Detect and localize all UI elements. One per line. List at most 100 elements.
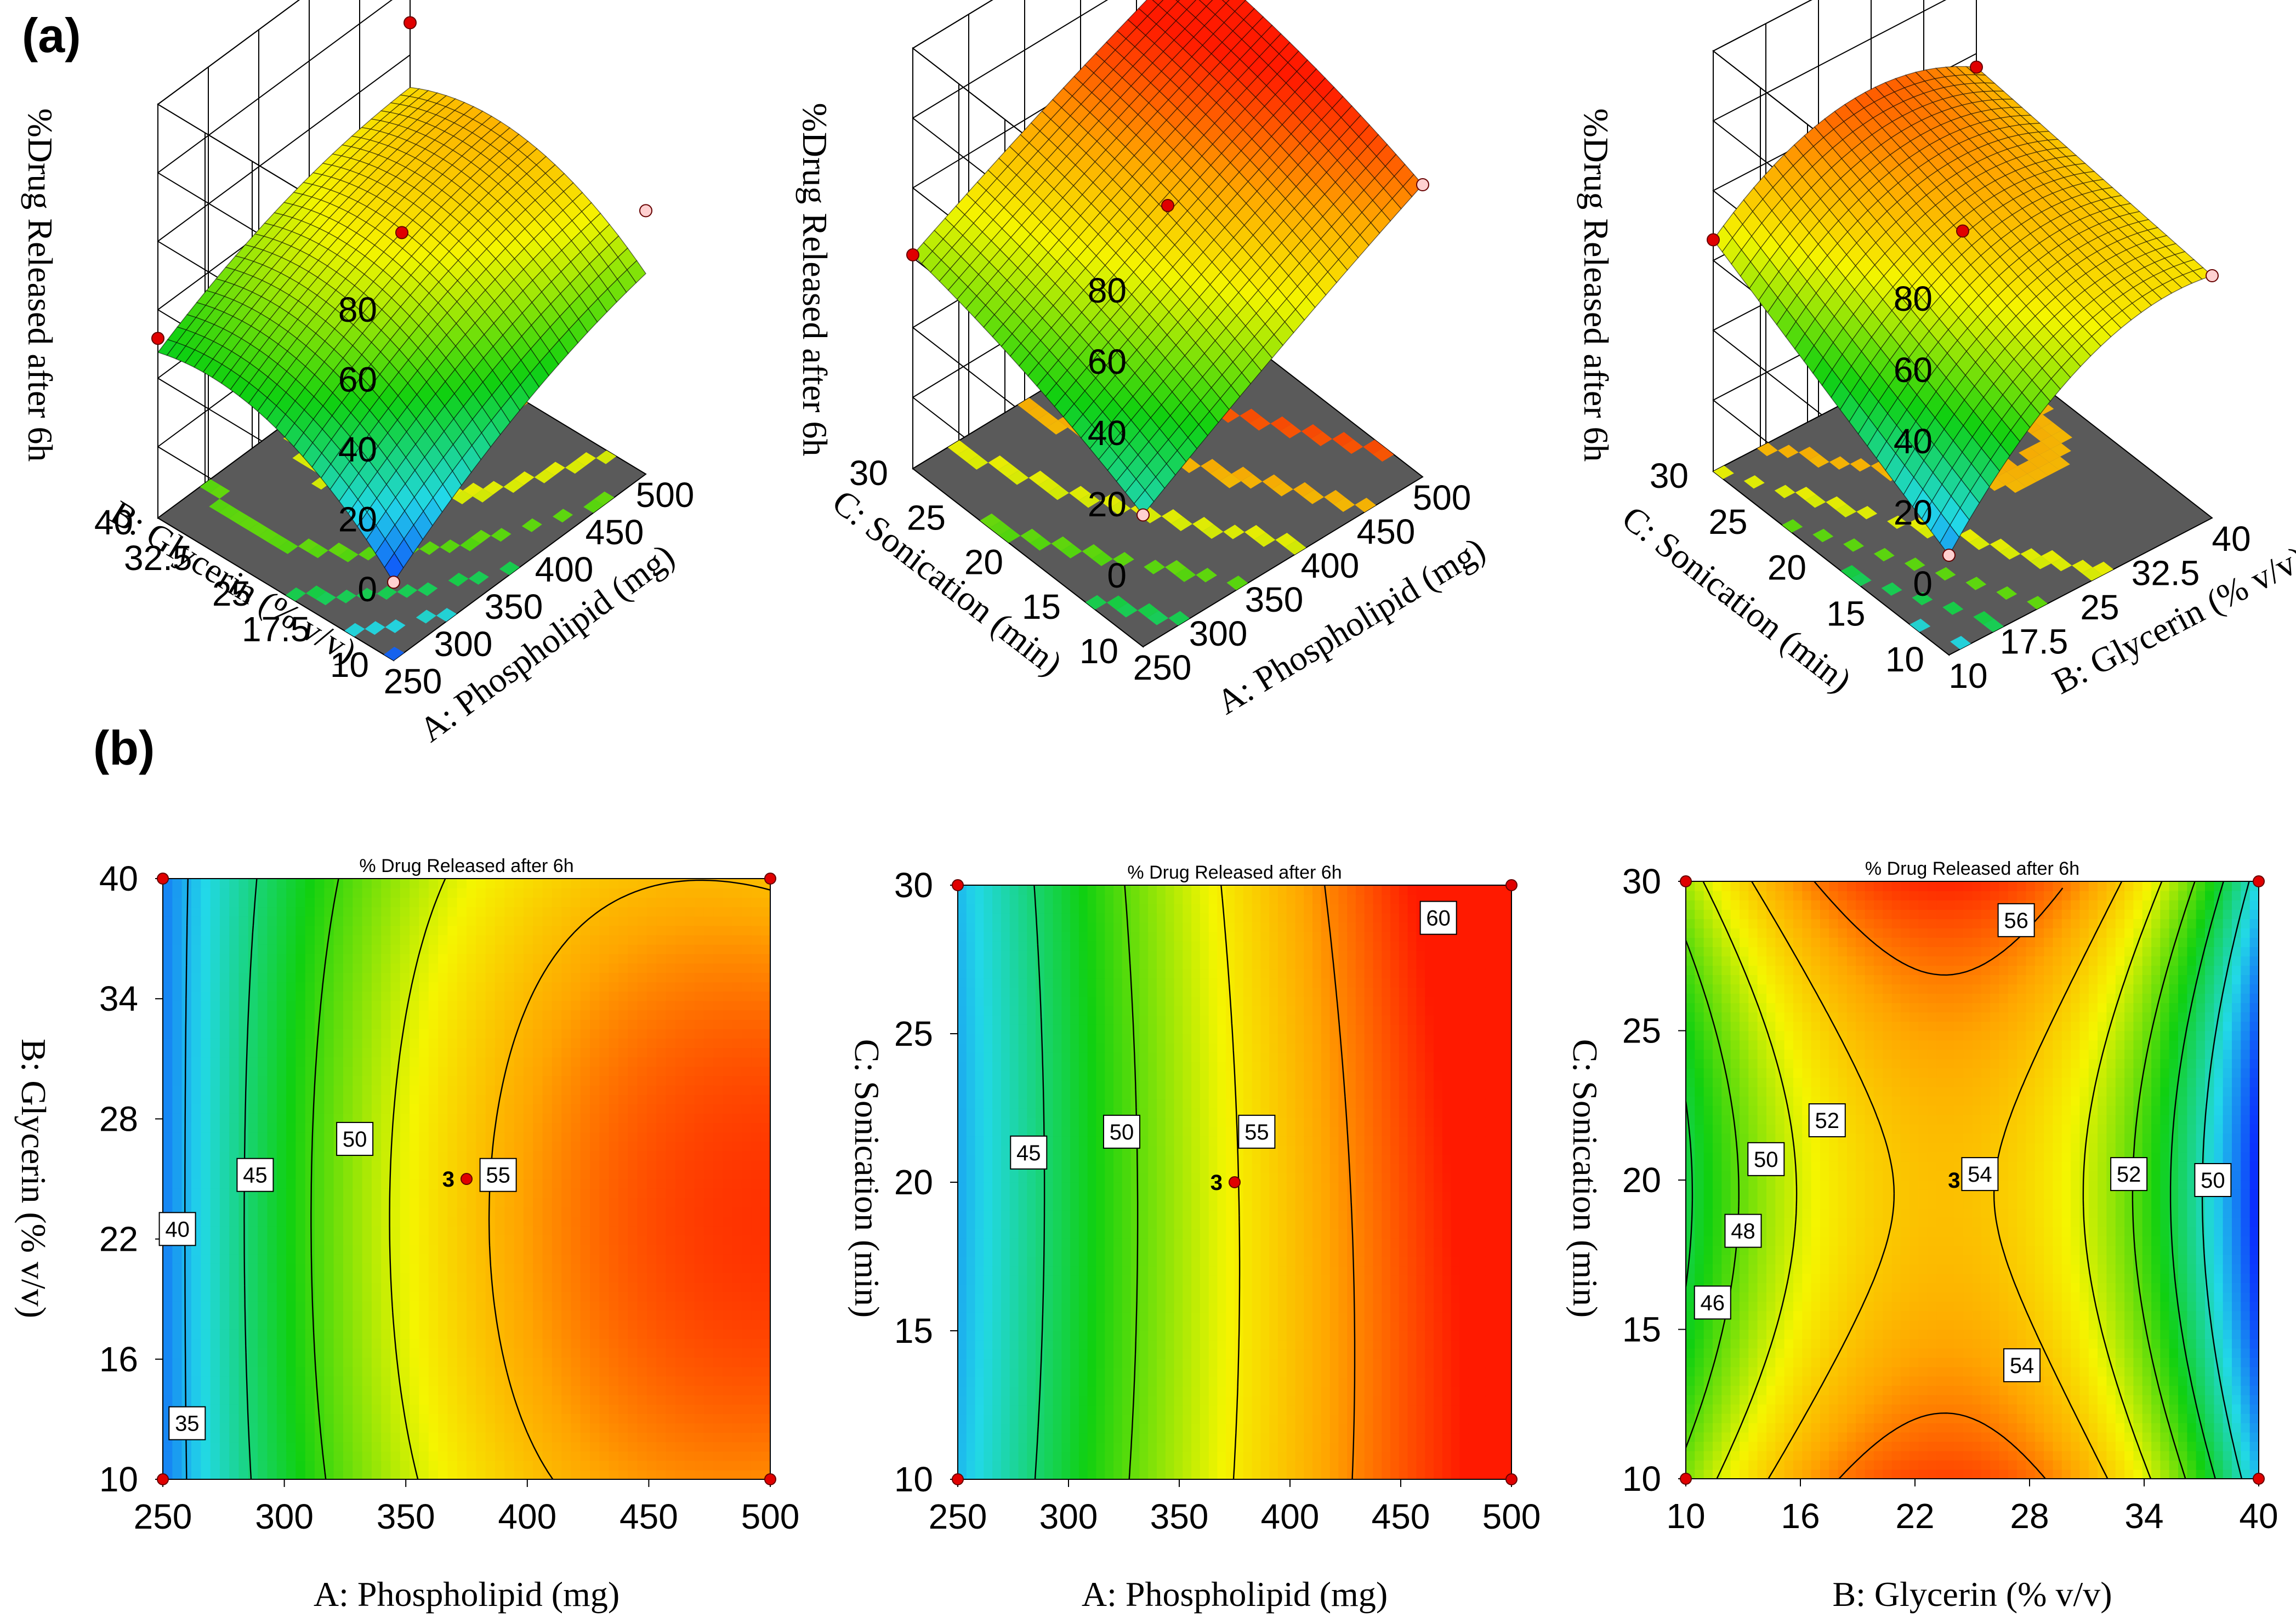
heat-cell <box>258 1019 268 1029</box>
floor-contour-segment <box>1020 528 1042 543</box>
heat-cell <box>428 1047 439 1058</box>
heat-cell <box>315 1291 325 1302</box>
heat-cell <box>476 888 486 898</box>
heat-cell <box>343 1273 353 1283</box>
heat-cell <box>258 1423 268 1433</box>
heat-cell <box>514 1066 524 1076</box>
heat-cell <box>315 1432 325 1443</box>
heat-cell <box>495 1291 505 1302</box>
heat-cell <box>238 1423 249 1433</box>
heat-cell <box>390 1432 401 1443</box>
heat-cell <box>229 879 240 888</box>
heat-cell <box>286 1029 297 1039</box>
heat-cell <box>295 1104 306 1114</box>
heat-cell <box>258 1357 268 1367</box>
heat-cell <box>504 1244 515 1255</box>
design-point <box>1416 178 1429 191</box>
heat-cell <box>514 1057 524 1067</box>
heat-cell <box>371 1066 382 1076</box>
heat-cell <box>457 1113 467 1123</box>
heat-cell <box>476 1122 486 1133</box>
heat-cell <box>410 1273 420 1283</box>
heat-cell <box>353 1394 363 1405</box>
heat-cell <box>181 1150 192 1161</box>
heat-cell <box>428 1057 439 1067</box>
heat-cell <box>343 1423 353 1433</box>
heat-cell <box>343 1104 353 1114</box>
heat-cell <box>191 1113 201 1123</box>
heat-cell <box>286 1216 297 1227</box>
heat-cell <box>295 1047 306 1058</box>
heat-cell <box>362 879 372 888</box>
heat-cell <box>457 907 467 917</box>
heat-cell <box>371 1085 382 1095</box>
heat-cell <box>258 1291 268 1302</box>
heat-cell <box>324 1319 334 1330</box>
heat-cell <box>276 1414 287 1423</box>
heat-cell <box>210 1207 220 1217</box>
heat-cell <box>163 1338 173 1348</box>
heat-cell <box>324 1291 334 1302</box>
heat-cell <box>191 1301 201 1311</box>
heat-cell <box>219 1141 230 1152</box>
heat-cell <box>428 1085 439 1095</box>
heat-cell <box>248 897 258 908</box>
heat-cell <box>476 1469 486 1480</box>
heat-cell <box>400 1329 410 1339</box>
heat-cell <box>362 1254 372 1264</box>
heat-cell <box>267 897 277 908</box>
heat-cell <box>181 1291 192 1302</box>
heat-cell <box>390 1235 401 1245</box>
heat-cell <box>267 888 277 898</box>
heat-cell <box>276 1066 287 1076</box>
heat-cell <box>353 1207 363 1217</box>
heat-cell <box>172 1038 183 1048</box>
heat-cell <box>258 1000 268 1011</box>
heat-cell <box>286 907 297 917</box>
heat-cell <box>410 1329 420 1339</box>
heat-cell <box>295 1029 306 1039</box>
heat-cell <box>333 1376 344 1386</box>
heat-cell <box>238 1348 249 1358</box>
heat-cell <box>447 1385 458 1395</box>
heat-cell <box>495 1469 505 1480</box>
heat-cell <box>390 1329 401 1339</box>
heat-cell <box>219 1310 230 1320</box>
heat-cell <box>295 1310 306 1320</box>
heat-cell <box>523 897 533 908</box>
heat-cell <box>238 1451 249 1461</box>
heat-cell <box>400 1376 410 1386</box>
heat-cell <box>447 972 458 983</box>
heat-cell <box>163 934 173 945</box>
heat-cell <box>295 1094 306 1104</box>
heat-cell <box>457 1150 467 1161</box>
heat-cell <box>485 1348 496 1358</box>
heat-cell <box>390 1423 401 1433</box>
heat-cell <box>495 879 505 888</box>
heat-cell <box>229 1226 240 1236</box>
heat-cell <box>523 1357 533 1367</box>
heat-cell <box>485 1057 496 1067</box>
heat-cell <box>238 1338 249 1348</box>
heat-cell <box>514 1216 524 1227</box>
heat-cell <box>258 1394 268 1405</box>
heat-cell <box>315 1104 325 1114</box>
heat-cell <box>400 982 410 992</box>
heat-cell <box>390 888 401 898</box>
floor-contour-segment <box>594 491 615 505</box>
heat-cell <box>229 1104 240 1114</box>
heat-cell <box>343 1094 353 1104</box>
heat-cell <box>476 1029 486 1039</box>
heat-cell <box>343 1376 353 1386</box>
heat-cell <box>353 982 363 992</box>
heat-cell <box>258 879 268 888</box>
heat-cell <box>267 1451 277 1461</box>
heat-cell <box>485 934 496 945</box>
y-tick-label: 10 <box>1079 631 1118 671</box>
heat-cell <box>295 1319 306 1330</box>
heat-cell <box>400 1254 410 1264</box>
heat-cell <box>172 1094 183 1104</box>
floor-contour-segment <box>499 561 520 575</box>
heat-cell <box>353 1414 363 1423</box>
heat-cell <box>229 1122 240 1133</box>
